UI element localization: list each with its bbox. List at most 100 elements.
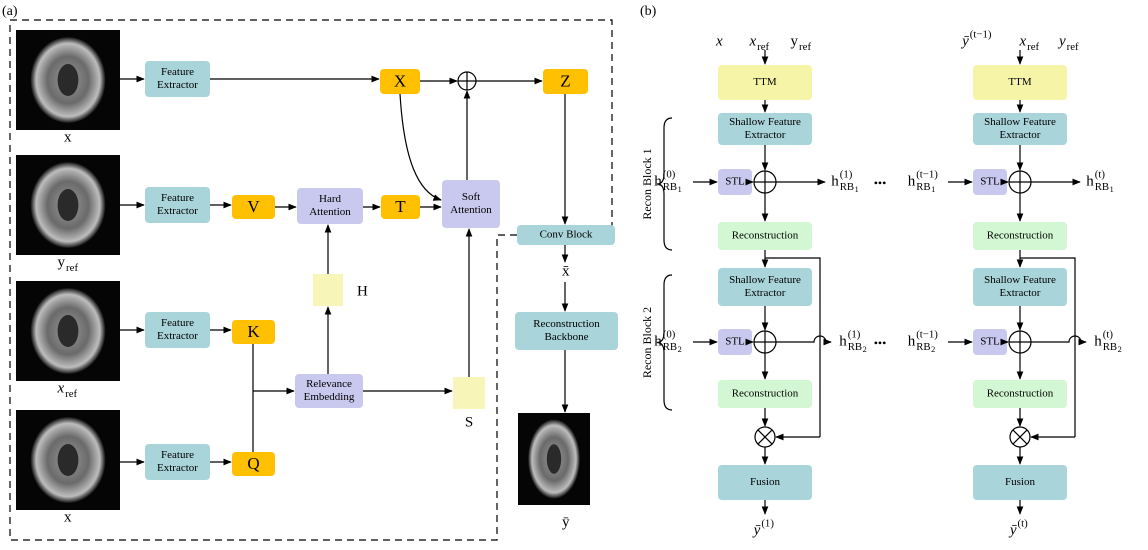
box-text: Shallow Feature [729, 274, 801, 286]
box-text: Backbone [545, 331, 589, 343]
box-text: STL [725, 176, 745, 188]
label-part: ref [757, 41, 769, 53]
label-part: y [58, 254, 66, 270]
box-text: TTM [1008, 76, 1031, 88]
figure: (a) (b) xFeatureExtractoryrefFeatureExtr… [0, 0, 1148, 550]
mri-detail [58, 64, 79, 96]
label-part: ȳ [1008, 522, 1017, 538]
label-part: RB [663, 181, 677, 193]
label-part: x [56, 380, 64, 396]
label-part: (1) [840, 169, 853, 181]
label-part: 2 [931, 345, 935, 354]
block-label: Recon Block 1 [640, 148, 654, 219]
label-part: ȳ [562, 514, 570, 530]
token-text: Z [560, 71, 570, 90]
label-part: h [1094, 333, 1102, 349]
box-text: Shallow Feature [984, 274, 1056, 286]
box-text: Extractor [157, 205, 198, 217]
s-map [453, 377, 485, 409]
box-text: Conv Block [540, 229, 593, 241]
box-text: Reconstruction [732, 388, 799, 400]
arrow [776, 336, 831, 342]
label: ȳ [562, 514, 570, 530]
label: ȳ(t) [1008, 518, 1028, 539]
box-text: Hard [319, 193, 341, 205]
label: H [357, 283, 368, 299]
box-text: TTM [753, 76, 776, 88]
box-text: Shallow Feature [984, 116, 1056, 128]
box-text: Extractor [1000, 287, 1041, 299]
box-text: Reconstruction [987, 388, 1054, 400]
label-part: (t) [1018, 518, 1029, 530]
label-part: 1 [1110, 185, 1114, 194]
box-text: Soft [462, 191, 480, 203]
label-part: S [465, 414, 473, 430]
box-text: Fusion [750, 476, 780, 488]
label-part: RB [916, 341, 930, 353]
box-text: Extractor [745, 287, 786, 299]
label: yref [58, 254, 79, 274]
label-part: 2 [1118, 345, 1122, 354]
box-text: Shallow Feature [729, 116, 801, 128]
ellipsis: ••• [874, 336, 887, 350]
label-part: (t) [1095, 169, 1106, 181]
panel-label: (b) [640, 4, 657, 19]
label: x [64, 129, 72, 145]
box-text: Extractor [745, 129, 786, 141]
label-part: h [908, 333, 916, 349]
label-part: x [748, 33, 756, 49]
label: h(0)RB1 [654, 169, 682, 194]
box-text: Fusion [1005, 476, 1035, 488]
label-part: h [831, 173, 839, 189]
label-part: y [791, 33, 799, 49]
mri-detail [58, 189, 79, 221]
label-part: RB [663, 341, 677, 353]
box-text: STL [725, 336, 745, 348]
box-text: STL [980, 336, 1000, 348]
box-text: Feature [161, 449, 194, 461]
label-part: (t) [1103, 329, 1114, 341]
label: h(0)RB2 [654, 329, 682, 354]
box-text: Reconstruction [732, 230, 799, 242]
label-part: RB [1095, 181, 1109, 193]
box-text: Feature [161, 192, 194, 204]
label-part: x [64, 509, 72, 525]
label-part: (1) [848, 329, 861, 341]
label-part: h [654, 173, 662, 189]
label-part: ref [799, 41, 811, 53]
mri-detail [58, 444, 79, 476]
label-part: 2 [863, 345, 867, 354]
label: x [715, 33, 723, 49]
ellipsis: ••• [874, 176, 887, 190]
mri-detail [58, 315, 79, 347]
token-text: K [247, 322, 260, 341]
label-part: ref [1067, 41, 1079, 53]
label-part: (0) [663, 169, 676, 181]
box-text: Extractor [1000, 129, 1041, 141]
label-part: (t−1) [970, 29, 992, 41]
label-part: h [654, 333, 662, 349]
label-part: (t−1) [916, 329, 938, 341]
token-text: Q [247, 454, 259, 473]
label: h(t)RB2 [1094, 329, 1122, 354]
label-part: ȳ [960, 33, 969, 49]
label-part: (t−1) [916, 169, 938, 181]
panel-label: (a) [2, 4, 18, 19]
label: x [64, 509, 72, 525]
label-part: 2 [678, 345, 682, 354]
label: ȳ(t−1) [960, 29, 992, 50]
label: x̄ [562, 263, 570, 279]
label-part: ȳ [752, 522, 761, 538]
label-part: x [1018, 33, 1026, 49]
label-part: (1) [761, 518, 774, 530]
label-part: (0) [663, 329, 676, 341]
box-text: Relevance [306, 378, 352, 390]
label: ȳ(1) [752, 518, 775, 539]
box-text: Attention [309, 206, 351, 218]
box-text: Reconstruction [533, 318, 600, 330]
